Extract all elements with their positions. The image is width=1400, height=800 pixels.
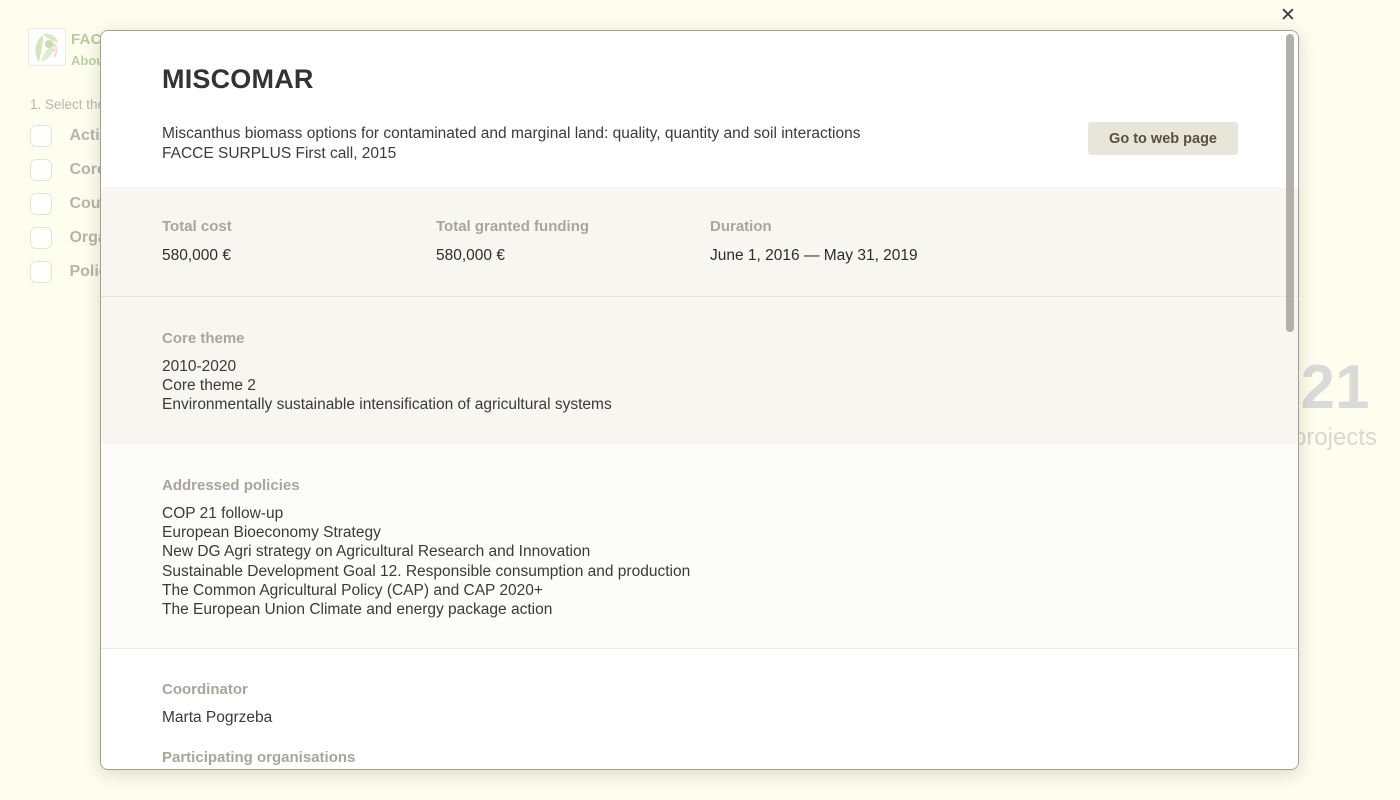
core-theme-line: 2010-2020	[162, 358, 237, 375]
addressed-policies-label: Addressed policies	[162, 477, 300, 494]
policy-line: Sustainable Development Goal 12. Respons…	[162, 562, 691, 580]
stat-value: 580,000 €	[436, 247, 505, 264]
stats-section: Total cost 580,000 € Total granted fundi…	[101, 187, 1298, 297]
project-subtitle: Miscanthus biomass options for contamina…	[162, 125, 861, 142]
policy-line: COP 21 follow-up	[162, 505, 284, 522]
coordinator-name: Marta Pogrzeba	[162, 709, 273, 726]
stat-label: Duration	[710, 218, 772, 235]
addressed-policies-list: COP 21 follow-up European Bioeconomy Str…	[162, 504, 1237, 619]
project-detail-modal: MISCOMAR Miscanthus biomass options for …	[100, 30, 1299, 770]
core-theme-line: Core theme 2	[162, 377, 256, 395]
stat-value: 580,000 €	[162, 247, 231, 264]
policy-line: New DG Agri strategy on Agricultural Res…	[162, 543, 591, 561]
stat-label: Total granted funding	[436, 218, 590, 235]
stat-granted-funding: Total granted funding 580,000 €	[436, 218, 710, 296]
stat-duration: Duration June 1, 2016 — May 31, 2019	[710, 218, 918, 296]
stat-total-cost: Total cost 580,000 €	[162, 218, 436, 296]
addressed-policies-section: Addressed policies COP 21 follow-up Euro…	[101, 444, 1298, 649]
core-theme-section: Core theme 2010-2020 Core theme 2 Enviro…	[101, 297, 1298, 444]
core-theme-label: Core theme	[162, 330, 245, 347]
go-to-web-page-button[interactable]: Go to web page	[1088, 122, 1238, 155]
policy-line: The Common Agricultural Policy (CAP) and…	[162, 581, 543, 599]
stat-value: June 1, 2016 — May 31, 2019	[710, 247, 918, 264]
policy-line: European Bioeconomy Strategy	[162, 524, 381, 542]
coordinator-section: Coordinator Marta Pogrzeba Participating…	[101, 649, 1298, 769]
core-theme-list: 2010-2020 Core theme 2 Environmentally s…	[162, 357, 1237, 415]
modal-header: MISCOMAR Miscanthus biomass options for …	[101, 31, 1298, 187]
project-subtitle-block: Miscanthus biomass options for contamina…	[162, 124, 1237, 163]
modal-scrollbar-thumb[interactable]	[1286, 34, 1294, 332]
project-call: FACCE SURPLUS First call, 2015	[162, 144, 397, 162]
participating-organisations-label: Participating organisations	[162, 749, 356, 766]
coordinator-label: Coordinator	[162, 681, 248, 698]
close-icon[interactable]: ✕	[1280, 4, 1296, 26]
policy-line: The European Union Climate and energy pa…	[162, 601, 553, 619]
project-title: MISCOMAR	[162, 64, 314, 94]
core-theme-line: Environmentally sustainable intensificat…	[162, 396, 612, 414]
stat-label: Total cost	[162, 218, 232, 235]
